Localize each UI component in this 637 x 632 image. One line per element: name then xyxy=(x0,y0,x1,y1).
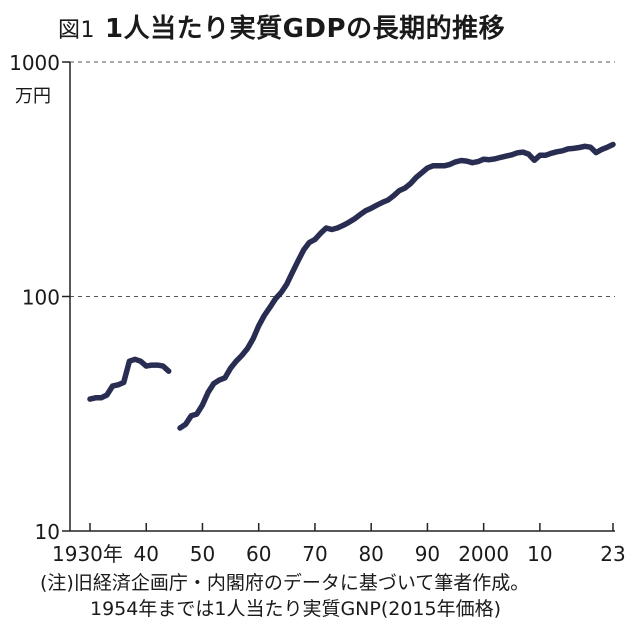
chart-title: 1人当たり実質GDPの長期的推移 xyxy=(105,14,506,44)
x-tick-label-1960: 60 xyxy=(246,542,271,566)
x-tick-label-1940: 40 xyxy=(134,542,159,566)
x-tick-label-1950: 50 xyxy=(190,542,215,566)
y-axis-unit-label: 万円 xyxy=(15,86,51,107)
y-tick-label-1000: 1000 xyxy=(9,51,60,75)
x-tick-label-2000: 2000 xyxy=(458,542,509,566)
x-tick-label-1990: 90 xyxy=(415,542,440,566)
x-tick-label-1970: 70 xyxy=(302,542,327,566)
y-tick-label-100: 100 xyxy=(22,286,60,310)
x-tick-label-1930: 1930年 xyxy=(52,542,123,566)
note-line-2: 1954年までは1人当たり実質GNP(2015年価格) xyxy=(90,598,502,620)
series-line-1 xyxy=(87,356,172,402)
note-line-1: (注)旧経済企画庁・内閣府のデータに基づいて筆者作成。 xyxy=(40,572,530,594)
figure-label: 図1 xyxy=(58,18,95,43)
chart-title-block: 図1 1人当たり実質GDPの長期的推移 xyxy=(58,8,505,45)
x-tick-label-2023: 23 xyxy=(600,542,625,566)
y-tick-label-10: 10 xyxy=(35,520,60,544)
chart-note: (注)旧経済企画庁・内閣府のデータに基づいて筆者作成。 1954年までは1人当た… xyxy=(40,570,529,622)
series-line-2 xyxy=(177,141,616,431)
x-tick-label-2010: 10 xyxy=(527,542,552,566)
x-tick-label-1980: 80 xyxy=(358,542,383,566)
